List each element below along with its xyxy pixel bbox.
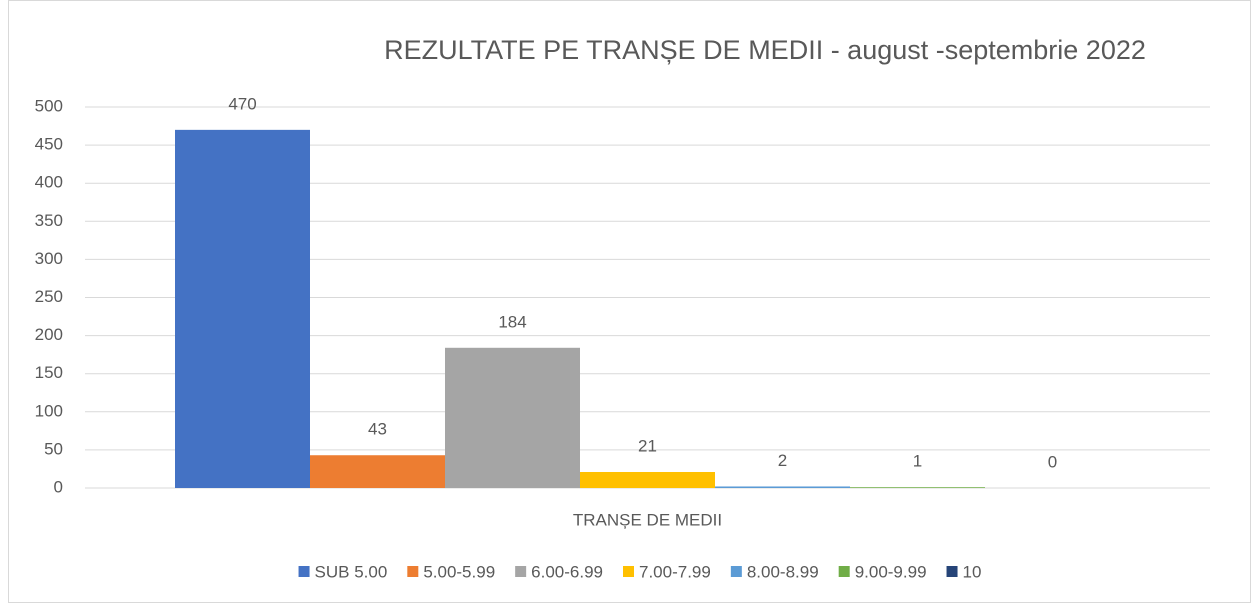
bar — [175, 129, 310, 489]
y-tick-label: 100 — [35, 401, 63, 420]
y-tick-label: 450 — [35, 135, 63, 154]
legend-label: 8.00-8.99 — [747, 562, 819, 581]
legend-swatch — [407, 566, 419, 577]
legend-swatch — [623, 566, 634, 577]
y-tick-label: 300 — [35, 249, 63, 268]
data-label: 43 — [368, 420, 387, 439]
legend-swatch — [946, 566, 958, 577]
legend-swatch — [730, 566, 742, 577]
legend-swatch — [515, 566, 527, 577]
legend-swatch — [838, 566, 850, 577]
y-tick-label: 50 — [44, 439, 63, 458]
legend-label: 10 — [963, 562, 982, 581]
y-tick-label: 150 — [35, 363, 63, 382]
y-tick-label: 0 — [54, 477, 63, 496]
y-tick-label: 250 — [35, 287, 63, 306]
y-tick-label: 500 — [35, 96, 63, 115]
y-tick-label: 400 — [35, 173, 63, 192]
y-tick-label: 200 — [35, 325, 63, 344]
data-label: 470 — [228, 94, 256, 113]
legend-label: SUB 5.00 — [315, 562, 388, 581]
legend-label: 6.00-6.99 — [531, 562, 603, 581]
legend-swatch — [298, 566, 310, 577]
chart-title: REZULTATE PE TRANȘE DE MEDII - august -s… — [384, 35, 1146, 65]
data-label: 1 — [913, 452, 922, 471]
bar — [580, 471, 715, 488]
y-tick-label: 350 — [35, 211, 63, 230]
data-label: 184 — [498, 312, 526, 331]
data-label: 0 — [1048, 452, 1057, 471]
data-label: 21 — [638, 436, 657, 455]
bar — [310, 455, 445, 488]
bar — [850, 487, 985, 488]
legend-label: 9.00-9.99 — [855, 562, 927, 581]
bar — [715, 486, 850, 488]
bar — [445, 347, 580, 488]
data-label: 2 — [778, 451, 787, 470]
legend-label: 7.00-7.99 — [639, 562, 711, 581]
x-tick-label: TRANȘE DE MEDII — [573, 510, 722, 529]
legend-label: 5.00-5.99 — [423, 562, 495, 581]
